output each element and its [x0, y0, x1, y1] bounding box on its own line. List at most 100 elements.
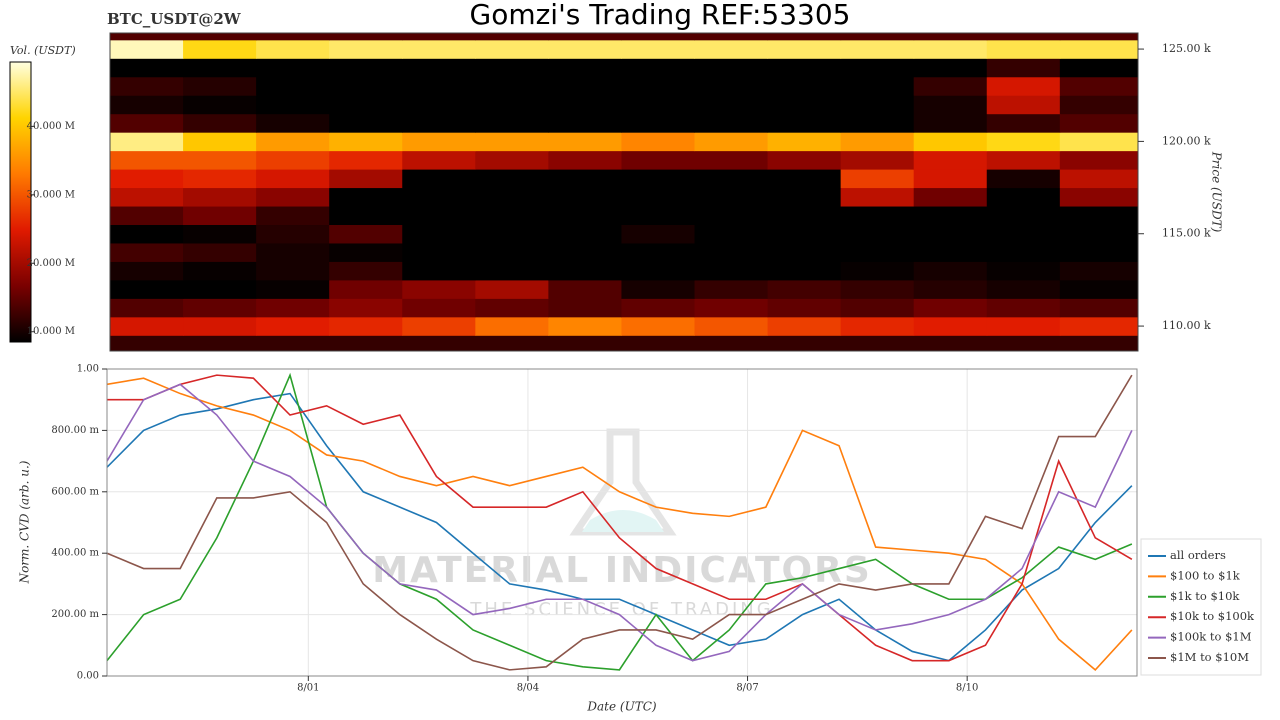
heatmap-cell: [986, 279, 1061, 299]
heatmap-cell: [840, 206, 915, 226]
heatmap-cell: [840, 187, 915, 207]
heatmap-cell: [913, 132, 988, 152]
heatmap-cell: [621, 113, 696, 133]
heatmap-cell: [256, 187, 330, 207]
heatmap-cell: [621, 150, 696, 170]
heatmap-cell: [840, 316, 915, 336]
heatmap-cell: [110, 206, 184, 226]
heatmap-cell: [621, 95, 696, 115]
heatmap-cell: [110, 132, 184, 152]
heatmap-cell: [329, 224, 403, 244]
heatmap-cell: [402, 261, 476, 281]
heatmap-cell: [402, 298, 476, 318]
heatmap-cell: [694, 33, 769, 41]
heatmap-cell: [767, 316, 842, 336]
x-tick-label: 8/04: [517, 683, 539, 694]
heatmap-cell: [256, 335, 330, 351]
legend-label: $1k to $10k: [1170, 589, 1240, 603]
heatmap-cell: [913, 224, 988, 244]
heatmap-cell: [986, 206, 1061, 226]
heatmap-cell: [548, 95, 622, 115]
heatmap-cell: [840, 95, 915, 115]
heatmap-cell: [402, 335, 476, 351]
heatmap-cell: [767, 261, 842, 281]
heatmap-cell: [475, 206, 549, 226]
heatmap-cell: [1059, 33, 1138, 41]
heatmap-cell: [329, 335, 403, 351]
heatmap-cell: [621, 316, 696, 336]
heatmap-cell: [548, 206, 622, 226]
legend-label: all orders: [1170, 548, 1226, 562]
heatmap-cell: [256, 279, 330, 299]
heatmap-cell: [986, 242, 1061, 262]
heatmap-cell: [840, 242, 915, 262]
heatmap-cell: [475, 298, 549, 318]
heatmap-cell: [475, 279, 549, 299]
heatmap-cell: [183, 298, 257, 318]
cvd-line: [107, 383, 1133, 662]
heatmap-cell: [767, 150, 842, 170]
heatmap-cell: [621, 33, 696, 41]
heatmap-cell: [1059, 58, 1138, 78]
heatmap-cell: [767, 39, 842, 59]
heatmap-cell: [329, 132, 403, 152]
heatmap-cell: [183, 242, 257, 262]
heatmap-cell: [110, 33, 184, 41]
heatmap-cell: [986, 132, 1061, 152]
y-tick-label: 1.00: [77, 364, 99, 375]
heatmap-cell: [621, 132, 696, 152]
y-tick-label: 125.00 k: [1162, 42, 1211, 55]
heatmap-cell: [475, 224, 549, 244]
heatmap-cell: [256, 39, 330, 59]
heatmap-cell: [475, 113, 549, 133]
heatmap-cell: [183, 261, 257, 281]
heatmap-cell: [1059, 150, 1138, 170]
heatmap-cell: [548, 39, 622, 59]
heatmap-cell: [110, 95, 184, 115]
heatmap-cell: [475, 169, 549, 189]
heatmap-cell: [329, 58, 403, 78]
colorbar-tick-label: 40.000 M: [27, 121, 75, 132]
heatmap-cell: [110, 113, 184, 133]
heatmap-cell: [621, 224, 696, 244]
heatmap-cell: [913, 242, 988, 262]
heatmap-cell: [183, 279, 257, 299]
heatmap-cell: [183, 76, 257, 96]
heatmap-cell: [1059, 132, 1138, 152]
heatmap-cell: [329, 279, 403, 299]
heatmap-cell: [694, 95, 769, 115]
colorbar-tick-label: 30.000 M: [27, 189, 75, 200]
heatmap-cell: [1059, 76, 1138, 96]
heatmap-cell: [256, 132, 330, 152]
heatmap-cell: [1059, 335, 1138, 351]
heatmap-cell: [475, 95, 549, 115]
heatmap-cell: [1059, 95, 1138, 115]
heatmap-cell: [840, 261, 915, 281]
heatmap-cell: [986, 316, 1061, 336]
heatmap-cell: [548, 335, 622, 351]
heatmap-cell: [548, 76, 622, 96]
heatmap-cell: [329, 316, 403, 336]
heatmap-cell: [110, 58, 184, 78]
heatmap-cell: [329, 187, 403, 207]
heatmap-cell: [621, 39, 696, 59]
heatmap-cell: [475, 261, 549, 281]
heatmap-cell: [110, 76, 184, 96]
heatmap-cell: [694, 39, 769, 59]
heatmap-cell: [402, 206, 476, 226]
heatmap-cell: [110, 187, 184, 207]
heatmap-cell: [256, 261, 330, 281]
heatmap-cell: [694, 298, 769, 318]
heatmap-cell: [1059, 39, 1138, 59]
heatmap-cell: [110, 150, 184, 170]
heatmap-cell: [913, 150, 988, 170]
heatmap-cell: [621, 76, 696, 96]
heatmap-cell: [694, 113, 769, 133]
heatmap-cell: [913, 298, 988, 318]
watermark-text: MATERIAL INDICATORS: [372, 550, 872, 591]
heatmap-cell: [621, 206, 696, 226]
cvd-line: [107, 374, 1133, 662]
heatmap-cell: [402, 76, 476, 96]
